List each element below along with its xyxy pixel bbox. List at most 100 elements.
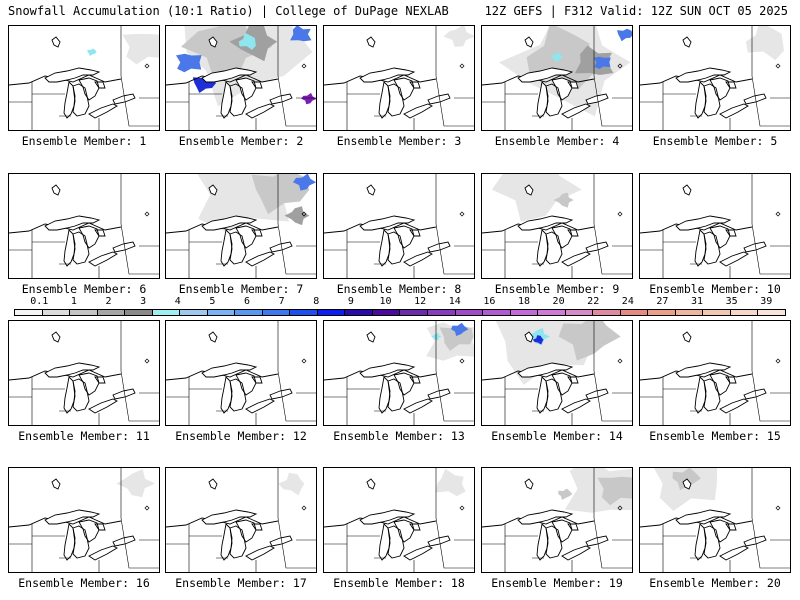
snowfall-area-cyan — [550, 52, 564, 62]
coastline — [640, 369, 753, 381]
political-boundaries — [482, 321, 632, 425]
marker-icon — [301, 211, 307, 217]
ensemble-member-map — [8, 25, 160, 131]
coastline — [324, 74, 437, 86]
member-caption: Ensemble Member: 16 — [18, 576, 150, 590]
marker-icon — [459, 211, 465, 217]
colorbar-tick-label: 39 — [760, 296, 773, 307]
political-boundaries — [166, 468, 316, 572]
coastline — [709, 519, 737, 543]
coastline — [72, 231, 90, 265]
colorbar-tick-label: 7 — [278, 296, 285, 307]
coastline — [229, 525, 247, 559]
member-map-canvas — [640, 468, 790, 572]
colorbar-swatch — [593, 310, 621, 315]
model-valid-time: 12Z GEFS | F312 Valid: 12Z SUN OCT 05 20… — [484, 4, 788, 18]
coastline — [9, 516, 122, 528]
snowfall-area-blue — [176, 53, 202, 73]
marker-icon — [459, 358, 465, 364]
member-map-canvas — [9, 174, 159, 278]
member-caption: Ensemble Member: 7 — [178, 282, 304, 296]
coastline — [561, 103, 591, 119]
snowfall-area-light — [443, 26, 474, 47]
coastline — [78, 77, 106, 101]
coastline — [269, 388, 293, 400]
coastline — [208, 184, 218, 196]
member-map-canvas — [482, 26, 632, 130]
ensemble-member-map — [639, 25, 791, 131]
ensemble-member-map — [165, 173, 317, 279]
political-boundaries — [324, 468, 474, 572]
ensemble-member-map — [8, 467, 160, 573]
political-boundaries — [640, 468, 790, 572]
ensemble-member-map — [323, 25, 475, 131]
coastline — [269, 241, 293, 253]
marker-icon — [301, 63, 307, 69]
member-map-canvas — [640, 26, 790, 130]
member-caption: Ensemble Member: 19 — [491, 576, 623, 590]
ensemble-member-map — [481, 25, 633, 131]
coastline — [88, 251, 118, 267]
coastline — [88, 545, 118, 561]
snowfall-area-light — [745, 26, 784, 61]
member-map-canvas — [166, 321, 316, 425]
coastline — [524, 478, 534, 490]
snowfall-area-cyan — [238, 32, 256, 50]
coastline — [524, 331, 534, 343]
coastline — [88, 103, 118, 119]
colorbar-swatch — [730, 310, 759, 315]
snowfall-area-dark — [284, 206, 310, 226]
coastline — [359, 362, 416, 378]
colorbar-swatch — [427, 310, 456, 315]
member-caption: Ensemble Member: 10 — [649, 282, 781, 296]
political-boundaries — [9, 321, 159, 425]
coastline — [112, 388, 136, 400]
coastline — [235, 77, 263, 101]
member-caption: Ensemble Member: 12 — [175, 429, 307, 443]
ensemble-member-map — [165, 320, 317, 426]
marker-icon — [775, 211, 781, 217]
member-map-canvas — [324, 26, 474, 130]
snowfall-area-light — [116, 469, 155, 498]
coastline — [208, 331, 218, 343]
member-caption: Ensemble Member: 17 — [175, 576, 307, 590]
colorbar-tick-label: 0.1 — [30, 296, 49, 307]
coastline — [387, 231, 405, 265]
coastline — [387, 525, 405, 559]
coastline — [709, 225, 737, 249]
coastline — [235, 225, 263, 249]
coastline — [112, 535, 136, 547]
snowfall-area-light — [278, 472, 305, 496]
coastline — [561, 398, 591, 414]
coastline — [524, 36, 534, 48]
colorbar-swatch — [235, 310, 263, 315]
colorbar-tick-label: 35 — [725, 296, 738, 307]
political-boundaries — [9, 468, 159, 572]
colorbar-tick-label: 12 — [414, 296, 427, 307]
coastline — [545, 378, 563, 412]
coastline — [112, 241, 136, 253]
coastline — [545, 83, 563, 117]
political-boundaries — [640, 26, 790, 130]
marker-icon — [617, 63, 623, 69]
colorbar-tick-label: 8 — [313, 296, 320, 307]
coastline — [393, 372, 421, 396]
coastline — [551, 77, 579, 101]
colorbar-swatch — [648, 310, 676, 315]
member-caption: Ensemble Member: 8 — [336, 282, 462, 296]
coastline — [551, 372, 579, 396]
coastline — [229, 83, 247, 117]
colorbar-tick-label: 22 — [587, 296, 600, 307]
coastline — [640, 222, 753, 234]
coastline — [229, 378, 247, 412]
member-map-canvas — [166, 174, 316, 278]
coastline — [44, 362, 101, 378]
colorbar-swatch — [538, 310, 566, 315]
member-caption: Ensemble Member: 2 — [178, 134, 304, 148]
coastline — [359, 509, 416, 525]
snowfall-area-light — [491, 174, 582, 222]
coastline — [78, 225, 106, 249]
colorbar-swatch — [510, 310, 539, 315]
snowfall-area-medium — [558, 321, 621, 361]
colorbar-tick-label: 18 — [517, 296, 530, 307]
